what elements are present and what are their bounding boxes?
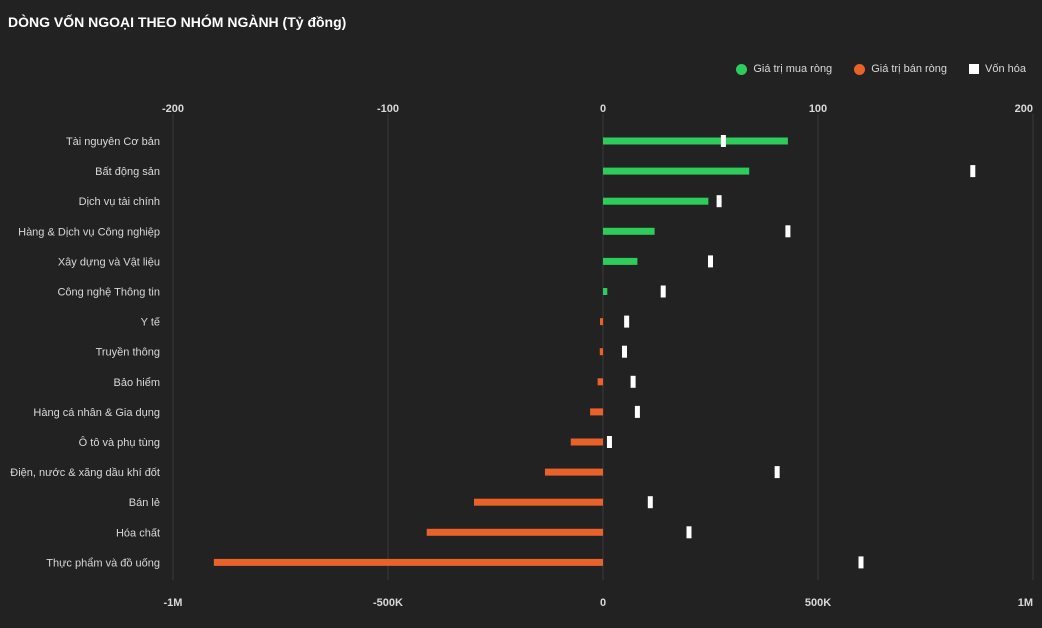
bottom-tick-label: 500K xyxy=(805,597,831,609)
net-value-bar xyxy=(603,197,709,205)
cap-square-icon xyxy=(969,64,980,74)
chart-title: DÒNG VỐN NGOẠI THEO NHÓM NGÀNH (Tỷ đồng) xyxy=(8,14,347,30)
market-cap-marker xyxy=(716,195,722,208)
market-cap-marker xyxy=(647,496,653,509)
market-cap-marker xyxy=(720,135,726,147)
net-value-bar xyxy=(603,167,750,175)
net-value-bar xyxy=(603,227,655,235)
top-tick-label: -200 xyxy=(162,103,184,115)
category-label: Bảo hiểm xyxy=(114,377,160,389)
market-cap-marker xyxy=(708,255,713,268)
top-tick-label: -100 xyxy=(377,103,399,115)
net-value-bar xyxy=(603,288,608,295)
category-label: Tài nguyên Cơ bản xyxy=(66,136,160,148)
net-value-bar xyxy=(603,137,788,145)
legend-item-buy[interactable]: Giá trị mua ròng xyxy=(736,63,832,75)
category-label: Công nghệ Thông tin xyxy=(57,287,160,299)
category-label: Truyền thông xyxy=(96,347,160,359)
top-tick-label: 0 xyxy=(600,103,606,115)
market-cap-marker xyxy=(785,225,791,238)
market-cap-marker xyxy=(630,375,636,388)
market-cap-marker xyxy=(858,556,864,569)
category-label: Thực phẩm và đồ uống xyxy=(46,557,160,569)
legend-item-sell[interactable]: Giá trị bán ròng xyxy=(854,63,947,75)
category-label: Hóa chất xyxy=(116,527,160,539)
net-value-bar xyxy=(426,528,603,536)
category-label: Dịch vụ tài chính xyxy=(79,196,160,208)
bottom-tick-label: 0 xyxy=(600,597,606,609)
bottom-tick-label: 1M xyxy=(1018,597,1033,609)
market-cap-marker xyxy=(606,436,612,448)
net-value-bar xyxy=(597,378,603,386)
sell-dot-icon xyxy=(854,63,866,75)
net-value-bar xyxy=(213,558,603,566)
category-label: Bất động sản xyxy=(95,166,160,178)
legend-buy-label: Giá trị mua ròng xyxy=(753,63,833,75)
buy-dot-icon xyxy=(736,63,748,75)
net-value-bar xyxy=(599,348,603,356)
legend-sell-label: Giá trị bán ròng xyxy=(871,63,948,75)
market-cap-marker xyxy=(660,285,666,298)
market-cap-marker xyxy=(686,526,692,539)
category-label: Y tế xyxy=(141,317,160,329)
category-label: Bán lẻ xyxy=(129,497,160,509)
net-value-bar xyxy=(570,438,603,446)
market-cap-marker xyxy=(622,345,627,358)
net-value-bar xyxy=(603,257,638,265)
bottom-tick-label: -1M xyxy=(164,597,183,609)
bottom-tick-label: -500K xyxy=(373,597,403,609)
net-value-bar xyxy=(600,318,603,326)
top-tick-label: 200 xyxy=(1015,103,1033,115)
category-label: Xây dựng và Vật liệu xyxy=(58,256,160,268)
market-cap-marker xyxy=(970,165,976,178)
net-value-bar xyxy=(474,498,603,506)
category-label: Ô tô và phụ tùng xyxy=(79,436,160,449)
market-cap-marker xyxy=(634,405,640,418)
legend-item-cap[interactable]: Vốn hóa xyxy=(969,63,1026,75)
market-cap-marker xyxy=(624,315,630,328)
legend-cap-label: Vốn hóa xyxy=(985,63,1026,75)
category-label: Hàng cá nhân & Gia dụng xyxy=(33,407,160,419)
net-value-bar xyxy=(590,408,603,416)
category-label: Điện, nước & xăng dầu khí đốt xyxy=(10,467,160,479)
legend: Giá trị mua ròng Giá trị bán ròng Vốn hó… xyxy=(736,63,1026,75)
net-value-bar xyxy=(544,468,603,476)
top-tick-label: 100 xyxy=(809,103,827,115)
category-label: Hàng & Dịch vụ Công nghiệp xyxy=(18,226,160,238)
market-cap-marker xyxy=(774,466,780,479)
